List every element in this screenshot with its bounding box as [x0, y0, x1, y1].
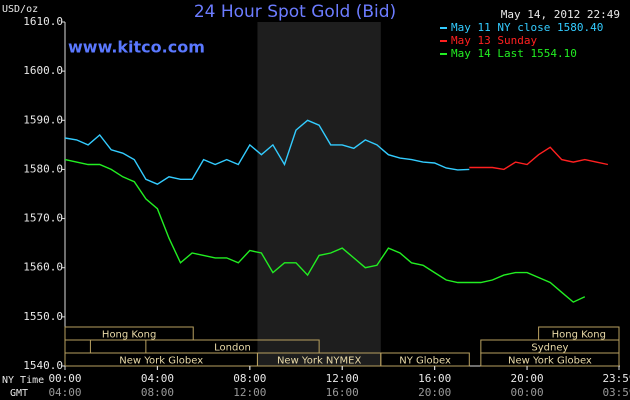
market-box [480, 352, 620, 367]
x2-tick-label: 16:00 [326, 386, 359, 399]
x-tick-label: 20:00 [510, 372, 543, 385]
x2-tick-label: 20:00 [418, 386, 451, 399]
shade-layer [257, 22, 381, 366]
y-tick-label: 1610.0 [23, 15, 63, 28]
x-tick-label: 16:00 [418, 372, 451, 385]
x-axis-label: NY Time [2, 375, 44, 386]
x2-axis-label: GMT [10, 388, 28, 399]
series-line [64, 119, 470, 185]
legend-entry: May 14 Last 1554.10 [451, 47, 577, 60]
y-tick-label: 1590.0 [23, 113, 63, 126]
y-tick-label: 1540.0 [23, 359, 63, 372]
chart-title: 24 Hour Spot Gold (Bid) [194, 2, 396, 22]
market-box [64, 339, 91, 354]
x-tick-label: 04:00 [141, 372, 174, 385]
source-link[interactable]: www.kitco.com [68, 38, 205, 57]
market-label: Hong Kong [552, 330, 606, 341]
session-shade [257, 22, 381, 366]
series-line [64, 158, 586, 303]
legend-entry: May 11 NY close 1580.40 [451, 21, 603, 34]
x-tick-label: 00:00 [48, 372, 81, 385]
x-tick-label: 12:00 [326, 372, 359, 385]
x2-tick-label: 08:00 [141, 386, 174, 399]
market-label: Hong Kong [102, 330, 156, 341]
x2-tick-label: 03:59 [602, 386, 630, 399]
market-box [64, 326, 194, 341]
y-tick-label: 1560.0 [23, 261, 63, 274]
x-tick-label: 08:00 [233, 372, 266, 385]
y-axis-label: USD/oz [2, 4, 38, 15]
x-tick-label: 23:59 [602, 372, 630, 385]
market-label: London [214, 343, 251, 354]
market-label: New York NYMEX [277, 356, 362, 367]
market-label: New York Globex [508, 356, 592, 367]
y-tick-label: 1580.0 [23, 162, 63, 175]
x2-tick-label: 04:00 [48, 386, 81, 399]
x2-tick-label: 12:00 [233, 386, 266, 399]
y-tick-label: 1600.0 [23, 64, 63, 77]
market-box [380, 352, 470, 367]
y-tick-label: 1570.0 [23, 212, 63, 225]
market-label: New York Globex [119, 356, 203, 367]
market-label: NY Globex [399, 356, 451, 367]
x2-tick-label: 00:00 [510, 386, 543, 399]
legend-entry: May 13 Sunday [451, 34, 537, 47]
series-line [469, 146, 609, 171]
market-label: Sydney [531, 343, 568, 354]
timestamp: May 14, 2012 22:49 [501, 8, 620, 21]
y-tick-label: 1550.0 [23, 310, 63, 323]
